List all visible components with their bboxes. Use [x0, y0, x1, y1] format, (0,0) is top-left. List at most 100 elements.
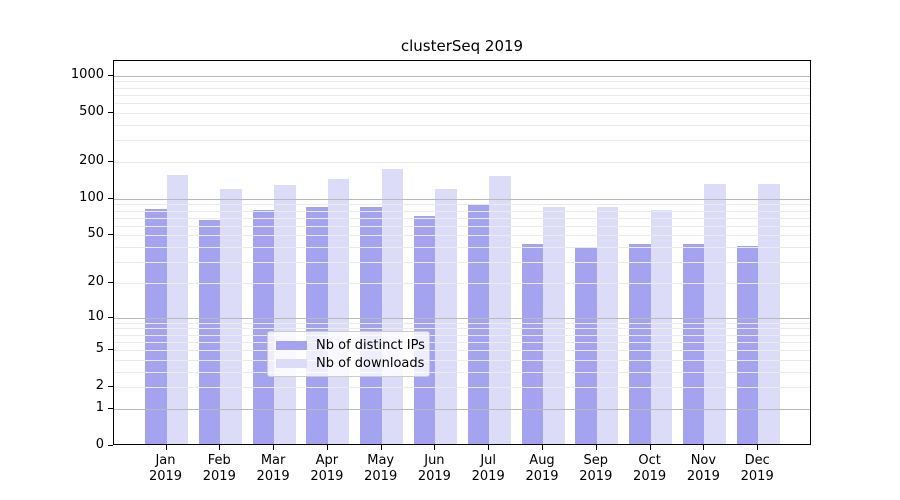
x-tick: [165, 445, 167, 450]
y-tick: [108, 74, 113, 76]
bar-nb-of-downloads-oct: [650, 209, 673, 444]
year-label: 2019: [525, 469, 559, 484]
y-tick: [108, 197, 113, 199]
plot-area: [113, 60, 811, 445]
month-label: Jul: [480, 453, 497, 468]
legend-swatch-distinct-ips: [276, 340, 307, 350]
x-tick-label: Apr 2019: [300, 453, 354, 485]
legend-swatch-downloads: [276, 358, 307, 368]
y-tick: [108, 407, 113, 409]
year-label: 2019: [310, 469, 344, 484]
year-label: 2019: [364, 469, 398, 484]
year-label: 2019: [686, 469, 720, 484]
x-tick-label: Mar 2019: [246, 453, 300, 485]
minor-gridline: [114, 371, 810, 373]
x-tick-label: Sep 2019: [569, 453, 623, 485]
y-tick: [108, 316, 113, 318]
year-label: 2019: [256, 469, 290, 484]
bar-nb-of-distinct-ips-jun: [413, 216, 436, 444]
month-label: Aug: [529, 453, 555, 468]
month-label: May: [367, 453, 395, 468]
gridlines-layer: [114, 61, 810, 444]
y-tick-label: 1000: [70, 66, 104, 82]
x-tick: [542, 445, 543, 450]
month-label: Oct: [638, 453, 661, 468]
x-tick: [488, 445, 490, 450]
y-tick: [108, 281, 113, 283]
x-tick-label: Aug 2019: [515, 453, 569, 485]
month-label: Sep: [583, 453, 609, 468]
year-label: 2019: [579, 469, 613, 484]
minor-gridline: [114, 140, 810, 142]
year-label: 2019: [740, 469, 774, 484]
bar-nb-of-distinct-ips-sep: [575, 247, 597, 444]
bar-nb-of-downloads-jan: [166, 175, 188, 444]
x-tick-label: Jan 2019: [139, 453, 193, 485]
y-tick-label: 1: [95, 399, 104, 415]
minor-gridline: [114, 387, 810, 389]
y-tick-label: 2: [95, 378, 104, 394]
bar-nb-of-downloads-jul: [489, 176, 511, 444]
year-label: 2019: [417, 469, 451, 484]
x-tick: [595, 445, 597, 450]
month-label: Nov: [690, 453, 717, 468]
minor-gridline: [114, 112, 810, 114]
chart-title: clusterSeq 2019: [400, 37, 524, 55]
x-tick: [273, 445, 275, 450]
year-label: 2019: [471, 469, 505, 484]
minor-gridline: [114, 334, 810, 336]
legend-label: Nb of downloads: [316, 355, 425, 371]
y-tick-label: 500: [79, 103, 104, 119]
y-tick-label: 10: [87, 308, 104, 324]
legend-item-distinct-ips: Nb of distinct IPs: [276, 338, 425, 353]
minor-gridline: [114, 124, 810, 126]
x-tick: [380, 445, 382, 450]
x-tick: [757, 445, 759, 450]
minor-gridline: [114, 235, 810, 237]
month-label: Apr: [315, 453, 339, 468]
bar-nb-of-downloads-nov: [704, 184, 726, 444]
minor-gridline: [114, 328, 810, 330]
major-gridline: [114, 75, 810, 77]
legend-item-downloads: Nb of downloads: [276, 355, 425, 371]
y-tick: [108, 160, 113, 162]
y-tick: [108, 445, 113, 446]
bar-nb-of-distinct-ips-nov: [682, 243, 705, 444]
bar-nb-of-distinct-ips-mar: [252, 209, 275, 444]
minor-gridline: [114, 87, 810, 89]
y-tick-label: 5: [95, 341, 104, 356]
legend: Nb of distinct IPs Nb of downloads: [267, 331, 430, 377]
bar-nb-of-distinct-ips-jul: [467, 204, 490, 444]
x-tick: [703, 445, 705, 450]
minor-gridline: [114, 350, 810, 351]
x-tick-label: Oct 2019: [623, 453, 677, 485]
bar-nb-of-downloads-mar: [274, 184, 296, 444]
minor-gridline: [114, 217, 810, 219]
minor-gridline: [114, 81, 810, 83]
x-tick: [219, 445, 221, 450]
major-gridline: [114, 317, 810, 319]
y-tick-label: 20: [87, 273, 104, 289]
y-tick: [108, 234, 113, 236]
minor-gridline: [114, 322, 810, 324]
minor-gridline: [114, 210, 810, 212]
year-label: 2019: [148, 469, 183, 484]
bars-layer: [114, 61, 810, 444]
bar-nb-of-distinct-ips-jan: [145, 209, 167, 444]
year-label: 2019: [202, 469, 236, 484]
minor-gridline: [114, 359, 810, 361]
y-tick: [108, 349, 113, 350]
x-tick-label: Jul 2019: [461, 453, 515, 485]
month-label: Dec: [744, 453, 770, 468]
bar-nb-of-downloads-jun: [435, 188, 457, 444]
major-gridline: [114, 408, 810, 410]
x-tick: [326, 445, 328, 450]
bar-nb-of-distinct-ips-aug: [521, 243, 543, 444]
y-tick-label: 200: [79, 152, 104, 168]
month-label: Jun: [424, 453, 445, 468]
month-label: Mar: [260, 453, 286, 468]
minor-gridline: [114, 247, 810, 248]
x-tick: [434, 445, 436, 450]
x-tick-label: Feb 2019: [192, 453, 246, 485]
